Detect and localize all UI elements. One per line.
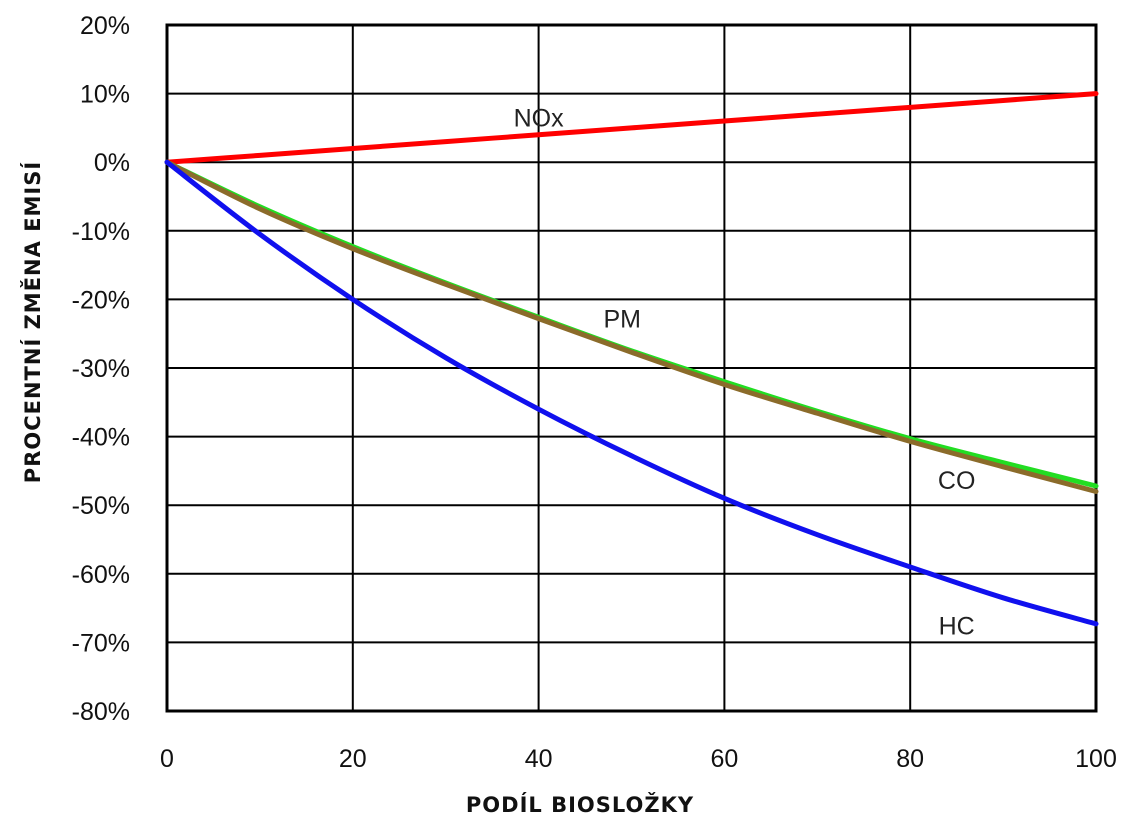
- series-lines: [164, 91, 1099, 627]
- series-label-pm: PM: [603, 306, 641, 334]
- x-tick-label: 20: [339, 745, 367, 773]
- series-line-co: [164, 159, 1099, 494]
- y-tick-label: -70%: [72, 629, 130, 657]
- series-line-hc: [164, 159, 1099, 627]
- series-label-nox: NOx: [514, 105, 565, 133]
- y-tick-label: -60%: [72, 561, 130, 589]
- plot-area-frame: [165, 23, 1098, 713]
- y-tick-label: -80%: [72, 698, 130, 726]
- grid-lines: [166, 24, 1097, 712]
- y-tick-label: -20%: [72, 286, 130, 314]
- series-labels: NOx PM CO HC: [514, 105, 976, 641]
- y-tick-label: 10%: [80, 81, 130, 109]
- y-tick-label: -50%: [72, 492, 130, 520]
- x-axis-tick-labels: 0 20 40 60 80 100: [160, 745, 1117, 773]
- series-label-hc: HC: [939, 612, 975, 640]
- y-tick-label: 20%: [80, 12, 130, 40]
- x-tick-label: 60: [710, 745, 738, 773]
- y-tick-label: 0%: [94, 149, 130, 177]
- x-axis-title: PODÍL BIOSLOŽKY: [466, 792, 694, 816]
- y-tick-label: -40%: [72, 424, 130, 452]
- y-axis-title: PROCENTNÍ ZMĚNA EMISÍ: [20, 161, 45, 483]
- x-tick-label: 100: [1075, 745, 1117, 773]
- x-tick-label: 0: [160, 745, 174, 773]
- series-label-co: CO: [938, 467, 976, 495]
- y-axis-tick-labels: 20% 10% 0% -10% -20% -30% -40% -50% -60% -70% -80%: [72, 12, 130, 726]
- series-line-nox: [164, 91, 1099, 165]
- x-tick-label: 40: [525, 745, 553, 773]
- y-tick-label: -30%: [72, 355, 130, 383]
- y-tick-label: -10%: [72, 218, 130, 246]
- x-tick-label: 80: [896, 745, 924, 773]
